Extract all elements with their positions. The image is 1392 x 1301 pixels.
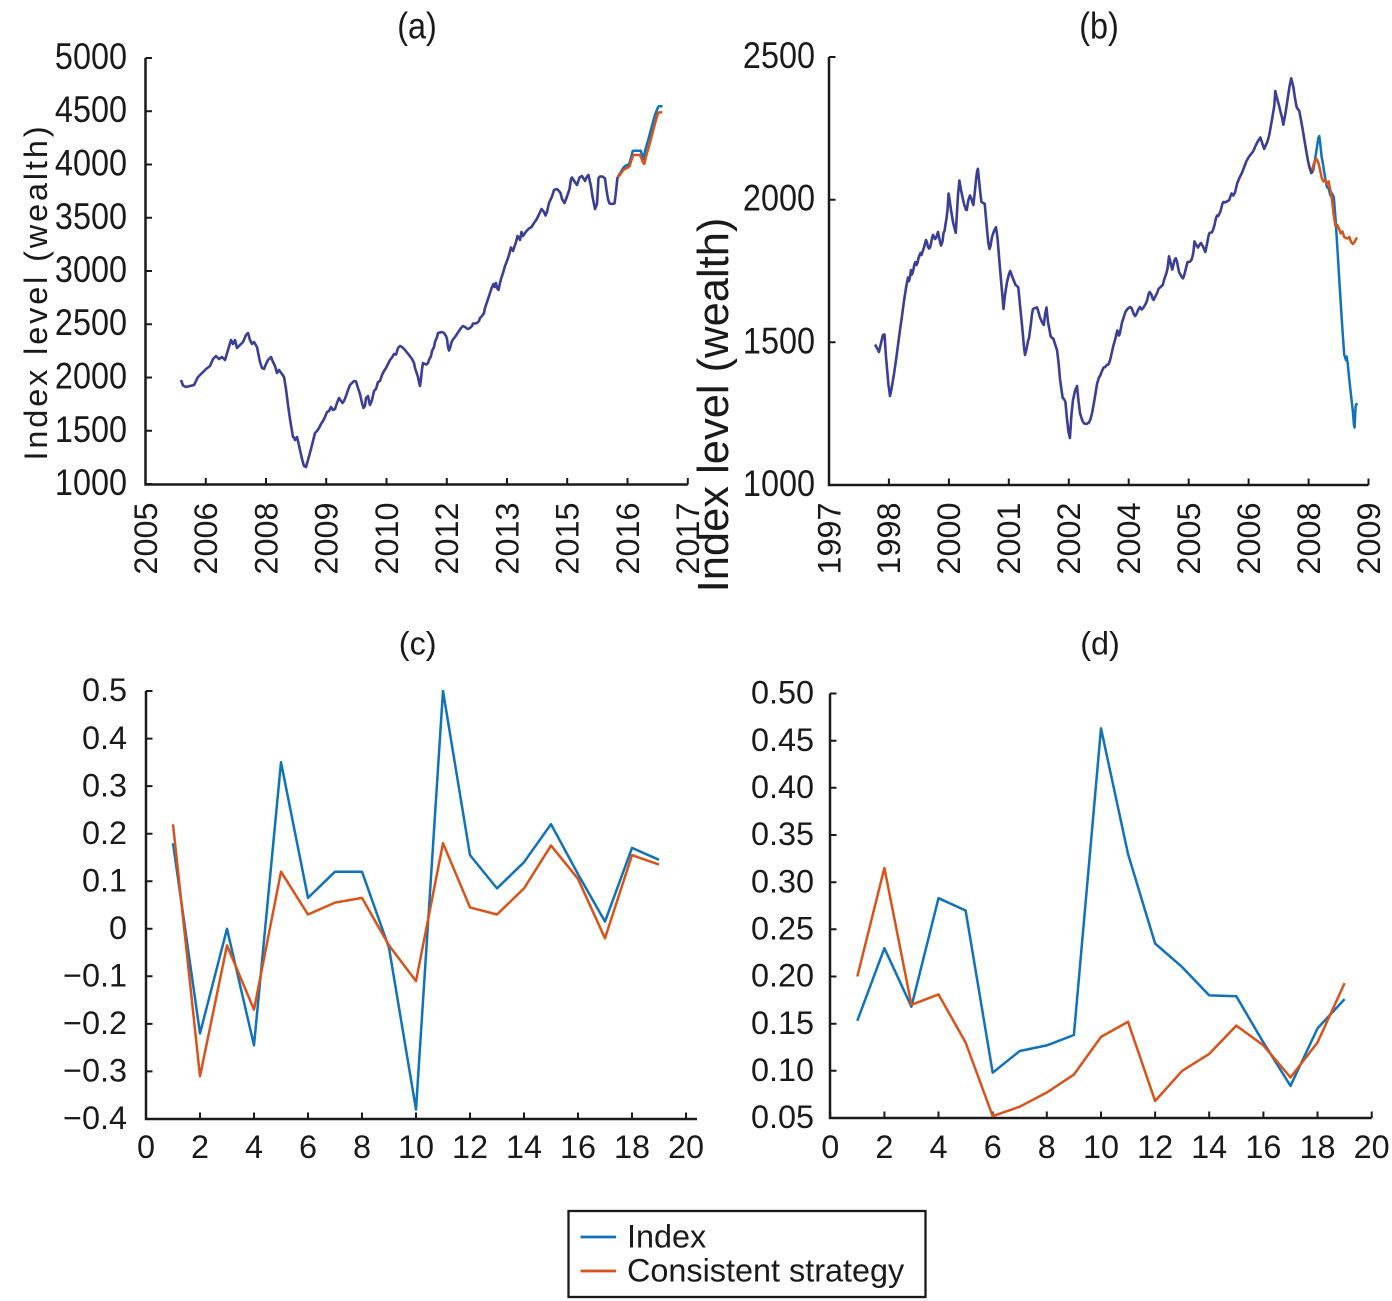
svg-text:2017: 2017 — [670, 503, 706, 575]
svg-text:2004: 2004 — [1111, 503, 1147, 575]
svg-text:1997: 1997 — [811, 503, 847, 575]
svg-text:2009: 2009 — [1351, 503, 1387, 575]
svg-text:16: 16 — [1245, 1129, 1281, 1165]
svg-text:2005: 2005 — [128, 503, 164, 575]
svg-text:0.40: 0.40 — [751, 769, 814, 805]
svg-text:2006: 2006 — [188, 503, 224, 575]
svg-text:2008: 2008 — [248, 503, 284, 575]
svg-text:Index level (wealth): Index level (wealth) — [690, 218, 738, 593]
svg-text:2500: 2500 — [55, 303, 127, 343]
svg-text:(a): (a) — [397, 7, 437, 47]
svg-text:2013: 2013 — [489, 503, 525, 575]
svg-text:0.1: 0.1 — [82, 862, 127, 898]
svg-text:0: 0 — [109, 910, 127, 946]
svg-text:0.10: 0.10 — [751, 1052, 814, 1088]
svg-text:2500: 2500 — [743, 36, 815, 76]
svg-text:4000: 4000 — [55, 144, 127, 184]
svg-text:0.45: 0.45 — [751, 722, 814, 758]
svg-text:3500: 3500 — [55, 197, 127, 237]
svg-text:8: 8 — [353, 1129, 371, 1165]
svg-text:6: 6 — [984, 1129, 1002, 1165]
svg-text:3000: 3000 — [55, 250, 127, 290]
svg-text:4: 4 — [929, 1129, 947, 1165]
svg-text:2009: 2009 — [309, 503, 345, 575]
svg-text:0.15: 0.15 — [751, 1005, 814, 1041]
svg-text:0.3: 0.3 — [82, 767, 127, 803]
svg-text:0.4: 0.4 — [82, 720, 127, 756]
svg-text:0: 0 — [821, 1129, 839, 1165]
svg-text:1000: 1000 — [743, 464, 815, 504]
svg-text:12: 12 — [1137, 1129, 1173, 1165]
svg-text:14: 14 — [1191, 1129, 1227, 1165]
svg-text:6: 6 — [299, 1129, 317, 1165]
svg-text:2002: 2002 — [1051, 503, 1087, 575]
svg-text:0.30: 0.30 — [751, 863, 814, 899]
svg-text:2012: 2012 — [429, 503, 465, 575]
svg-text:0: 0 — [137, 1129, 155, 1165]
svg-text:2015: 2015 — [550, 503, 586, 575]
svg-text:0.25: 0.25 — [751, 911, 814, 947]
svg-text:2000: 2000 — [55, 357, 127, 397]
svg-text:2005: 2005 — [1171, 503, 1207, 575]
svg-text:20: 20 — [668, 1129, 704, 1165]
svg-text:2001: 2001 — [991, 503, 1027, 575]
svg-text:4: 4 — [245, 1129, 263, 1165]
svg-text:12: 12 — [452, 1129, 488, 1165]
svg-text:10: 10 — [398, 1129, 434, 1165]
svg-text:10: 10 — [1083, 1129, 1119, 1165]
svg-text:8: 8 — [1038, 1129, 1056, 1165]
svg-text:1000: 1000 — [55, 463, 127, 503]
svg-text:0.05: 0.05 — [751, 1099, 814, 1135]
svg-text:14: 14 — [506, 1129, 542, 1165]
svg-text:−0.4: −0.4 — [63, 1100, 127, 1136]
svg-text:2010: 2010 — [369, 503, 405, 575]
svg-text:(d): (d) — [1080, 626, 1120, 662]
svg-text:Index level (wealth): Index level (wealth) — [18, 123, 54, 460]
svg-text:−0.3: −0.3 — [63, 1053, 127, 1089]
svg-text:20: 20 — [1354, 1129, 1390, 1165]
svg-text:5000: 5000 — [55, 37, 127, 77]
svg-text:16: 16 — [560, 1129, 596, 1165]
svg-text:4500: 4500 — [55, 90, 127, 130]
svg-text:2016: 2016 — [610, 503, 646, 575]
svg-text:Consistent strategy: Consistent strategy — [627, 1253, 905, 1289]
svg-text:2: 2 — [191, 1129, 209, 1165]
svg-text:2006: 2006 — [1231, 503, 1267, 575]
svg-text:0.50: 0.50 — [751, 675, 814, 711]
svg-text:0.2: 0.2 — [82, 815, 127, 851]
svg-text:−0.2: −0.2 — [63, 1005, 127, 1041]
svg-text:(c): (c) — [399, 626, 437, 662]
svg-text:2000: 2000 — [931, 503, 967, 575]
svg-text:−0.1: −0.1 — [63, 958, 127, 994]
svg-text:0.5: 0.5 — [82, 672, 127, 708]
svg-text:1500: 1500 — [55, 410, 127, 450]
svg-text:2000: 2000 — [743, 179, 815, 219]
svg-text:18: 18 — [1299, 1129, 1335, 1165]
svg-text:2008: 2008 — [1291, 503, 1327, 575]
svg-text:18: 18 — [614, 1129, 650, 1165]
svg-text:1500: 1500 — [743, 322, 815, 362]
svg-text:(b): (b) — [1079, 7, 1119, 47]
svg-text:2: 2 — [875, 1129, 893, 1165]
svg-text:0.35: 0.35 — [751, 816, 814, 852]
svg-text:0.20: 0.20 — [751, 958, 814, 994]
svg-text:1998: 1998 — [871, 503, 907, 575]
svg-text:Index: Index — [627, 1219, 706, 1255]
